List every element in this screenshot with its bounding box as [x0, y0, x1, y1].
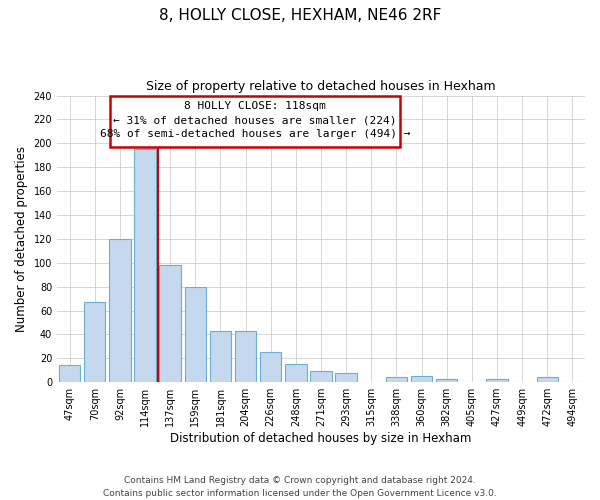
Bar [260, 352, 281, 382]
Text: 8, HOLLY CLOSE, HEXHAM, NE46 2RF: 8, HOLLY CLOSE, HEXHAM, NE46 2RF [159, 8, 441, 22]
Bar [185, 286, 206, 382]
Bar [134, 150, 156, 382]
Bar [335, 372, 357, 382]
Bar [285, 364, 307, 382]
Bar [235, 331, 256, 382]
Bar [310, 372, 332, 382]
Bar [210, 331, 231, 382]
Bar [59, 366, 80, 382]
Text: 8 HOLLY CLOSE: 118sqm
← 31% of detached houses are smaller (224)
68% of semi-det: 8 HOLLY CLOSE: 118sqm ← 31% of detached … [100, 102, 410, 140]
Bar [487, 378, 508, 382]
Bar [84, 302, 106, 382]
Bar [536, 378, 558, 382]
X-axis label: Distribution of detached houses by size in Hexham: Distribution of detached houses by size … [170, 432, 472, 445]
Bar [109, 239, 131, 382]
Bar [160, 265, 181, 382]
Text: Contains HM Land Registry data © Crown copyright and database right 2024.
Contai: Contains HM Land Registry data © Crown c… [103, 476, 497, 498]
Bar [436, 378, 457, 382]
Bar [411, 376, 432, 382]
Y-axis label: Number of detached properties: Number of detached properties [15, 146, 28, 332]
FancyBboxPatch shape [110, 96, 400, 147]
Bar [386, 378, 407, 382]
Title: Size of property relative to detached houses in Hexham: Size of property relative to detached ho… [146, 80, 496, 93]
